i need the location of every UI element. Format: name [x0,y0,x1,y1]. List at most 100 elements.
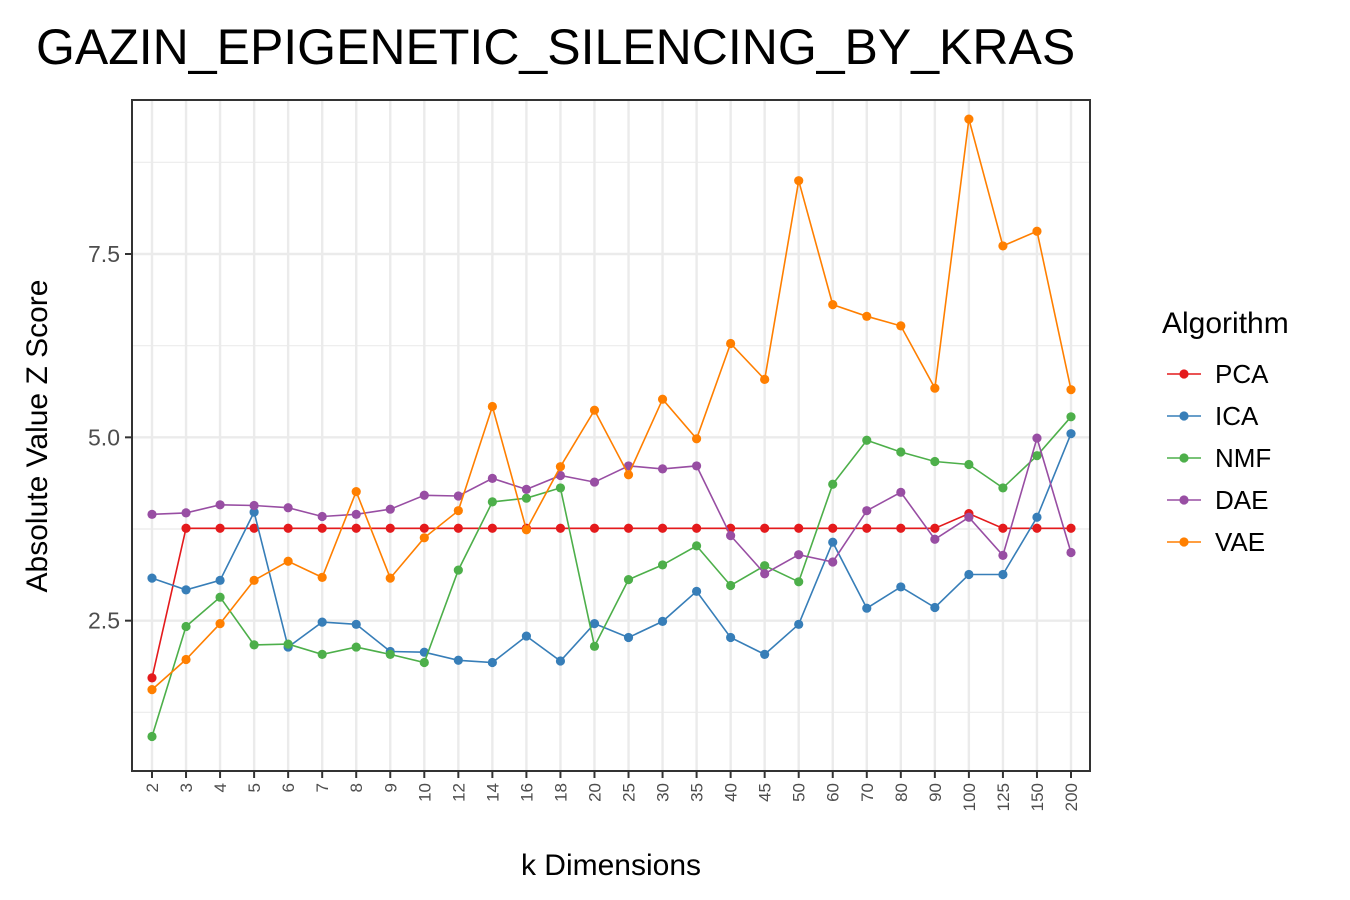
x-tick-label: 20 [585,783,604,802]
data-point-vae [453,506,463,516]
data-point-vae [726,338,736,349]
data-point-vae [862,311,872,321]
plot-background [132,100,1090,771]
data-point-pca [215,523,225,533]
x-tick-label: 60 [824,783,843,802]
data-point-dae [998,550,1008,561]
data-point-nmf [589,641,600,651]
legend-label-dae: DAE [1215,485,1268,515]
plot-panel [131,99,1091,772]
data-point-pca [1032,523,1042,533]
data-point-vae [896,321,906,331]
data-point-vae [283,556,293,566]
data-point-vae [657,394,668,404]
legend-marker-vae [1179,537,1189,547]
data-point-pca [794,523,804,533]
series-nmf [147,412,1076,742]
data-point-dae [896,487,906,497]
data-point-pca [453,523,463,533]
data-point-ica [896,582,906,592]
x-tick-label: 50 [790,783,809,802]
data-point-vae [181,654,191,665]
data-point-ica [249,507,259,517]
data-point-ica [726,632,736,643]
legend-marker-nmf [1179,453,1189,463]
x-tick-label: 5 [245,783,264,792]
data-point-dae [283,503,293,513]
data-point-dae [487,473,497,483]
data-point-ica [998,569,1008,580]
grid [132,100,1090,771]
data-point-vae [589,405,600,415]
data-point-dae [657,464,668,474]
x-tick-label: 10 [415,783,434,802]
data-point-ica [657,616,668,627]
data-point-dae [215,500,225,510]
data-point-vae [998,241,1008,251]
legend-label-ica: ICA [1215,401,1259,431]
data-point-nmf [1032,451,1042,461]
data-point-nmf [1066,412,1076,422]
data-point-vae [147,685,157,695]
legend-item-nmf: NMF [1167,443,1271,473]
data-point-vae [555,462,566,472]
x-axis-title: k Dimensions [521,849,701,882]
data-point-dae [249,500,259,511]
data-point-nmf [487,497,497,507]
x-tick-label: 3 [177,783,196,792]
data-point-ica [1066,429,1076,439]
data-point-vae [930,383,940,393]
data-point-vae [828,300,838,310]
y-axis: 2.5 5.0 7.5 [88,241,132,634]
data-point-ica [521,631,532,641]
legend-title: Algorithm [1162,307,1289,340]
data-point-pca [317,523,327,533]
data-point-ica [181,585,191,595]
x-tick-label: 35 [688,783,707,802]
data-point-nmf [521,493,532,503]
data-point-ica [964,569,974,580]
data-point-dae [794,550,804,560]
data-point-dae [930,534,940,544]
data-point-ica [1032,512,1042,522]
data-point-ica [794,619,804,629]
x-tick-label: 70 [858,783,877,802]
data-point-nmf [147,731,157,742]
legend-label-vae: VAE [1215,527,1265,557]
series-layer [147,114,1076,742]
data-point-nmf [453,565,463,575]
data-point-nmf [215,592,225,602]
data-point-vae [794,176,804,186]
data-point-dae [181,508,191,518]
data-point-dae [147,509,157,519]
data-point-vae [215,619,225,629]
y-tick-label: 7.5 [88,241,120,267]
data-point-vae [419,533,429,543]
data-point-nmf [998,483,1008,493]
legend-items: PCA ICA NMF DAE VAE [1167,359,1271,557]
data-point-pca [589,523,600,533]
data-point-vae [385,573,395,583]
y-tick-label: 2.5 [88,608,120,634]
data-point-ica [623,632,634,643]
data-point-nmf [896,447,906,457]
data-point-nmf [828,479,838,489]
x-tick-label: 14 [483,783,502,802]
x-tick-label: 16 [517,783,536,802]
data-point-vae [351,487,361,497]
data-point-pca [351,523,361,533]
data-point-dae [862,506,872,516]
data-point-dae [828,557,838,567]
data-point-nmf [691,541,702,551]
legend-label-nmf: NMF [1215,443,1271,473]
data-point-nmf [862,435,872,445]
series-line-nmf [151,416,1072,737]
legend-item-pca: PCA [1167,359,1269,389]
legend-item-dae: DAE [1167,485,1268,515]
x-axis: 2 3 4 5 6 7 8 9 10 12 14 16 18 20 25 30 35 40 45 50 60 70 80 90… [143,771,1081,811]
x-tick-label: 4 [211,783,230,792]
x-tick-label: 6 [279,783,298,792]
data-point-nmf [760,561,770,571]
data-point-ica [589,619,600,629]
